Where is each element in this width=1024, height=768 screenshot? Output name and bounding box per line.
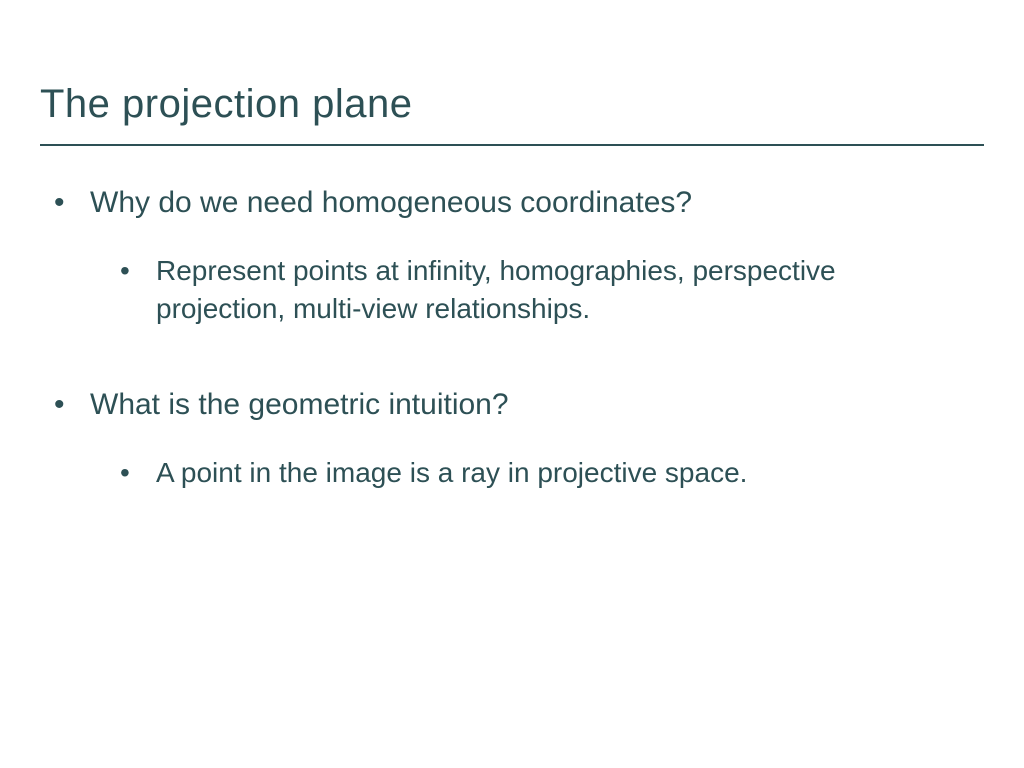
slide-body: • Why do we need homogeneous coordinates…: [40, 170, 984, 518]
bullet-icon: •: [110, 454, 156, 492]
spacer: [40, 354, 984, 372]
bullet-level1: • What is the geometric intuition?: [40, 386, 984, 424]
slide-title: The projection plane: [40, 82, 412, 127]
bullet-icon: •: [40, 386, 90, 424]
title-underline: [40, 144, 984, 146]
bullet-text: What is the geometric intuition?: [90, 386, 509, 424]
bullet-text: Why do we need homogeneous coordinates?: [90, 184, 692, 222]
bullet-level1: • Why do we need homogeneous coordinates…: [40, 184, 984, 222]
bullet-level2: • A point in the image is a ray in proje…: [110, 454, 984, 492]
bullet-icon: •: [40, 184, 90, 222]
bullet-level2: • Represent points at infinity, homograp…: [110, 252, 984, 328]
bullet-text: Represent points at infinity, homographi…: [156, 252, 956, 328]
bullet-text: A point in the image is a ray in project…: [156, 454, 747, 492]
slide: The projection plane • Why do we need ho…: [0, 0, 1024, 768]
bullet-icon: •: [110, 252, 156, 290]
